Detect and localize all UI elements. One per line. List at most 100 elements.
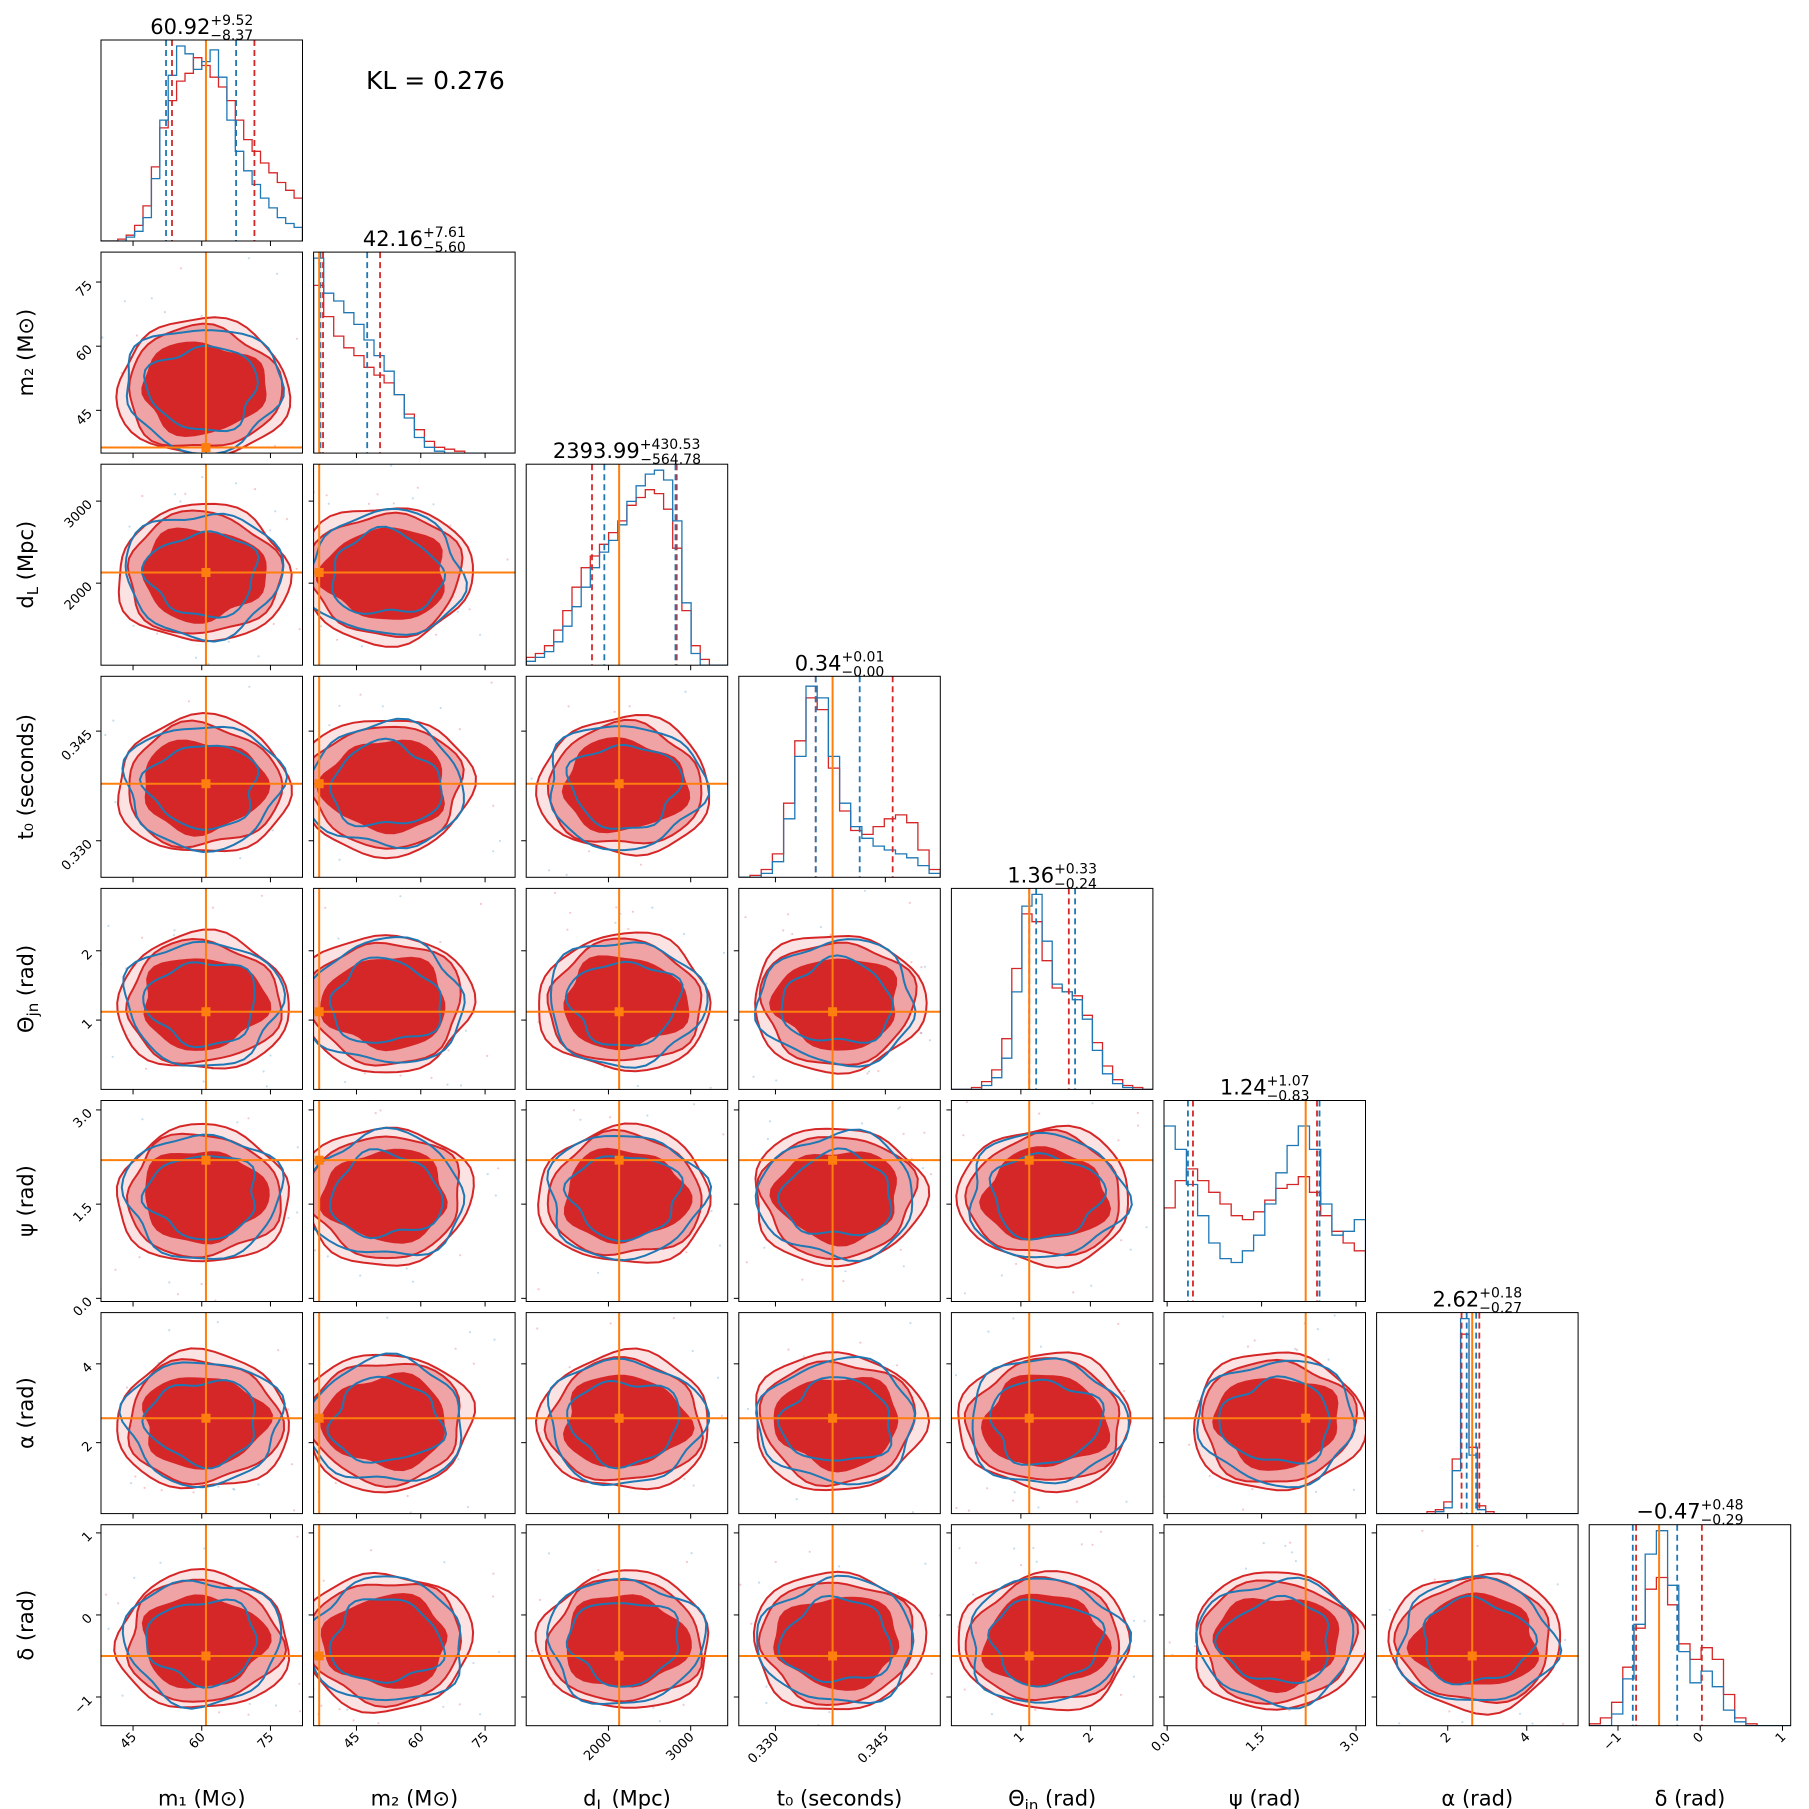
- label-sub: L: [596, 1797, 605, 1809]
- scatter-point: [189, 1085, 191, 1087]
- contour-blue-inner: [328, 1148, 445, 1240]
- scatter-point: [217, 1485, 220, 1488]
- scatter-point: [494, 1194, 497, 1197]
- scatter-point: [1210, 1591, 1213, 1595]
- panel-title: 2.62+0.18 −0.27: [1433, 1286, 1523, 1317]
- scatter-point: [695, 1125, 697, 1127]
- y-tick-label: 0: [79, 1611, 95, 1627]
- scatter-point: [443, 1561, 446, 1564]
- y-tick-label: 1: [79, 1529, 95, 1545]
- scatter-point: [923, 1131, 926, 1134]
- contour-blue-outer: [313, 1575, 462, 1702]
- scatter-point: [965, 1101, 968, 1104]
- scatter-point: [807, 1728, 809, 1730]
- contour-blue-outer: [1195, 1576, 1355, 1710]
- panel-title: 2393.99+430.53 −564.78: [553, 437, 701, 468]
- panel-psi-m1: 0.0 1.5 3.0: [71, 1085, 303, 1320]
- scatter-point: [731, 1757, 733, 1759]
- scatter-point: [537, 1288, 540, 1291]
- scatter-point: [405, 1267, 408, 1270]
- panel-alpha-t0: [733, 1312, 944, 1523]
- scatter-point: [1012, 1499, 1015, 1502]
- panel-t0-m2: [308, 675, 516, 937]
- scatter-point: [986, 1507, 988, 1509]
- scatter-point: [396, 896, 398, 898]
- scatter-point: [668, 670, 670, 672]
- scatter-point: [1123, 1389, 1126, 1393]
- scatter-point: [597, 1271, 600, 1274]
- scatter-point: [842, 1280, 845, 1283]
- panel-content: [313, 252, 516, 454]
- panel-delta-dL: 2000 3000: [521, 1524, 733, 1790]
- scatter-point: [729, 1788, 731, 1790]
- hist-blue: [313, 257, 516, 454]
- scatter-point: [597, 1568, 600, 1572]
- scatter-point: [256, 1558, 258, 1560]
- title-plus: +9.52: [210, 13, 253, 29]
- scatter-point: [1196, 1399, 1199, 1402]
- scatter-point: [963, 1292, 967, 1295]
- scatter-point: [851, 1521, 853, 1523]
- scatter-point: [138, 1256, 141, 1259]
- scatter-point: [680, 1581, 682, 1583]
- panel-content: [951, 1312, 1153, 1514]
- truth-marker: [201, 1155, 211, 1165]
- scatter-point: [1412, 1717, 1414, 1719]
- scatter-point: [1140, 1076, 1142, 1078]
- scatter-point: [93, 1268, 95, 1270]
- scatter-point: [141, 494, 144, 498]
- contour-blue-inner: [1213, 1594, 1330, 1685]
- scatter-point: [1595, 1662, 1597, 1664]
- scatter-point: [920, 966, 923, 969]
- scatter-point: [651, 906, 654, 909]
- scatter-point: [79, 477, 81, 479]
- scatter-point: [215, 1729, 217, 1731]
- contour-blue-outer: [549, 941, 709, 1069]
- x-tick-label: 2000: [581, 1730, 615, 1764]
- x-tick-label: 75: [255, 1730, 277, 1752]
- panel-frame: [1376, 1312, 1579, 1515]
- scatter-point: [160, 1489, 163, 1492]
- scatter-point: [937, 1741, 939, 1743]
- scatter-point: [1246, 1345, 1250, 1348]
- panel-content: [680, 1524, 941, 1743]
- panel-content: [738, 1100, 941, 1302]
- label-main: d: [14, 595, 38, 608]
- scatter-point: [492, 850, 495, 853]
- label-main: Θ: [1008, 1787, 1025, 1809]
- scatter-point: [335, 638, 339, 641]
- scatter-point: [247, 257, 250, 260]
- scatter-point: [323, 1096, 325, 1098]
- panel-content: [951, 1507, 1153, 1737]
- scatter-point: [275, 1133, 277, 1135]
- scatter-point: [458, 1746, 460, 1748]
- scatter-point: [609, 1116, 612, 1119]
- scatter-point: [1262, 1542, 1265, 1545]
- scatter-point: [1284, 1544, 1287, 1547]
- scatter-point: [128, 525, 131, 528]
- scatter-point: [367, 502, 371, 505]
- scatter-point: [795, 1498, 798, 1501]
- panel-alpha-theta_jn: [946, 1312, 1154, 1519]
- scatter-point: [298, 1710, 302, 1713]
- panel-delta-m2: 45 60 75: [308, 1524, 516, 1752]
- scatter-point: [720, 1414, 724, 1417]
- scatter-point: [958, 1547, 961, 1550]
- scatter-point: [660, 1310, 662, 1312]
- scatter-point: [1250, 1563, 1252, 1565]
- scatter-point: [95, 424, 97, 426]
- scatter-point: [1099, 1735, 1101, 1737]
- panel-frame: [738, 1100, 941, 1302]
- scatter-point: [787, 913, 790, 916]
- scatter-point: [1204, 1281, 1206, 1283]
- scatter-point: [282, 470, 284, 472]
- scatter-point: [990, 894, 992, 896]
- scatter-point: [908, 901, 911, 904]
- x-axis-label-m2: m₂ (M⊙): [371, 1787, 459, 1809]
- scatter-point: [443, 935, 445, 937]
- scatter-point: [909, 1321, 912, 1325]
- title-minus: −8.37: [210, 28, 253, 44]
- scatter-point: [942, 1419, 944, 1421]
- contour-blue-outer: [124, 512, 285, 643]
- scatter-point: [897, 1107, 900, 1110]
